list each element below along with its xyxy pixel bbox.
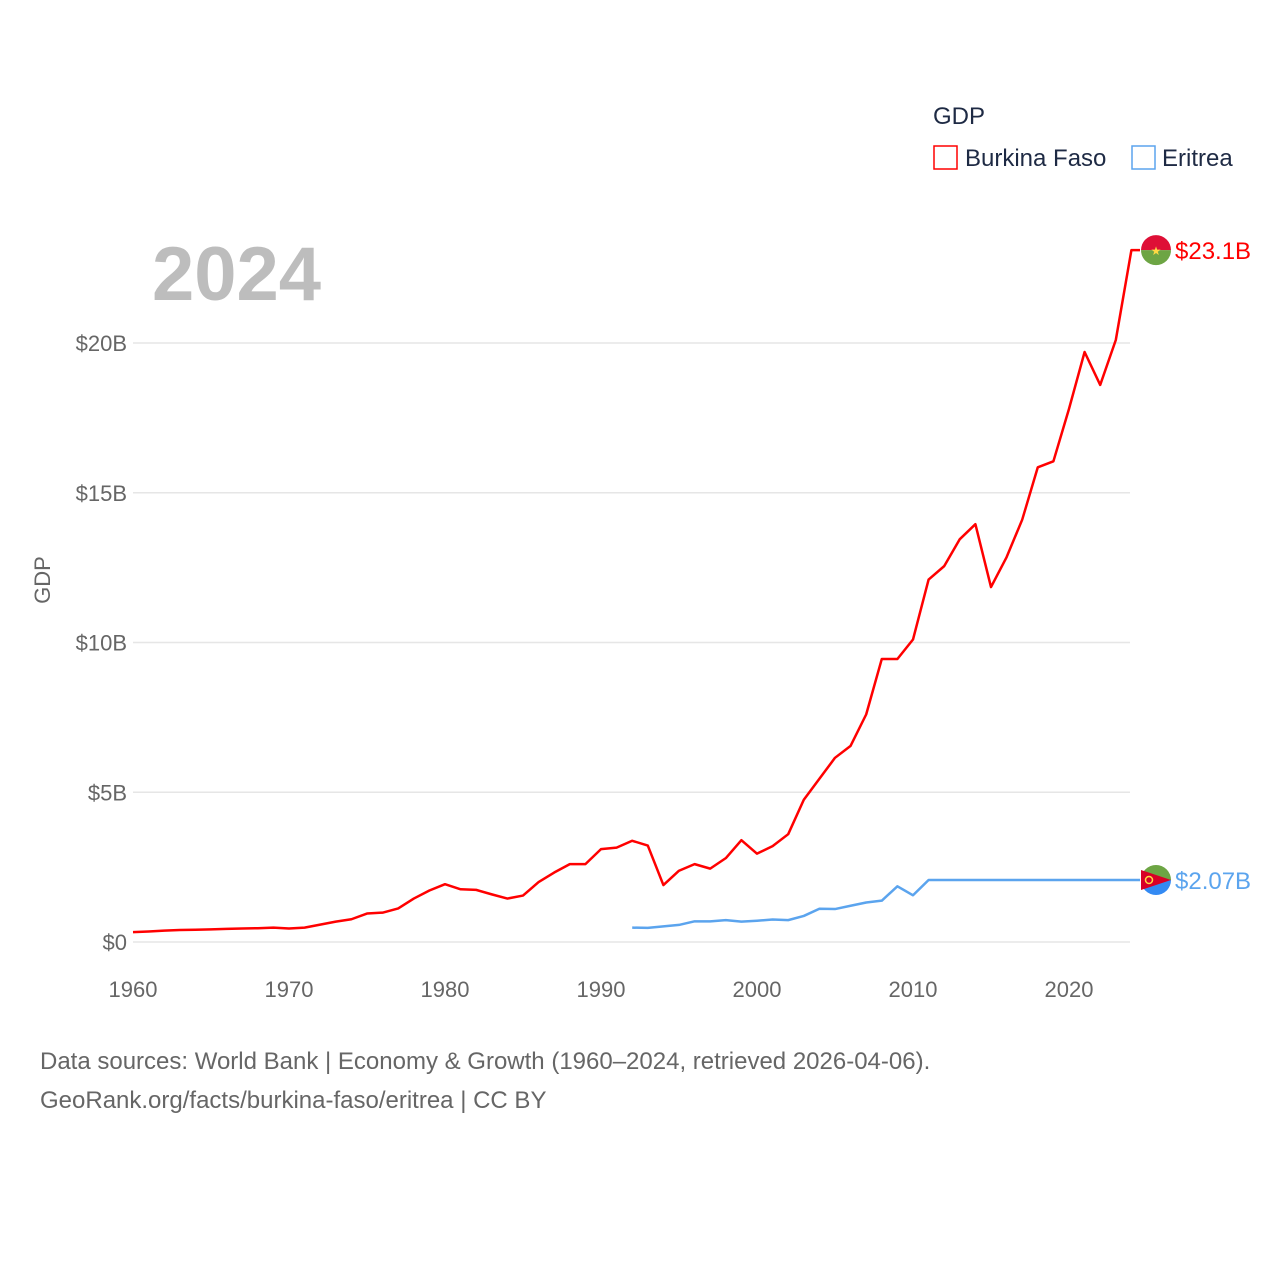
legend: GDP Burkina Faso Eritrea [933, 103, 1233, 172]
flag-red-triangle [1141, 870, 1171, 891]
flag-icon-eritrea [1141, 865, 1171, 896]
x-tick-label: 1960 [109, 977, 158, 1002]
source-line-1: Data sources: World Bank | Economy & Gro… [40, 1048, 930, 1075]
y-tick-label: $20B [76, 331, 127, 356]
x-tick-label: 2020 [1045, 977, 1094, 1002]
legend-item-burkina-faso[interactable]: Burkina Faso [933, 145, 1106, 172]
x-tick-label: 1970 [265, 977, 314, 1002]
flag-emblem [1144, 875, 1154, 885]
legend-title: GDP [933, 103, 985, 130]
legend-item-eritrea[interactable]: Eritrea [1131, 145, 1233, 172]
series-line-burkina-faso [132, 248, 1140, 934]
flag-icon-burkina-faso: ★ [1141, 235, 1171, 266]
legend-label-eritrea: Eritrea [1162, 145, 1233, 172]
legend-swatch-burkina-faso [933, 145, 958, 170]
x-tick-label: 2010 [889, 977, 938, 1002]
y-axis: $0 $5B $10B $15B $20B [76, 331, 127, 955]
x-axis: 1960 1970 1980 1990 2000 2010 2020 [109, 977, 1094, 1002]
x-tick-label: 2000 [733, 977, 782, 1002]
end-value-label-eritrea: $2.07B [1175, 868, 1251, 895]
x-tick-label: 1990 [577, 977, 626, 1002]
y-tick-label: $15B [76, 481, 127, 506]
legend-swatch-eritrea [1131, 145, 1156, 170]
series-lines [132, 248, 1140, 934]
flag-red-half [1141, 235, 1171, 251]
flag-star: ★ [1151, 244, 1162, 258]
grid-lines [133, 342, 1130, 943]
x-tick-label: 1980 [421, 977, 470, 1002]
y-axis-label: GDP [30, 556, 55, 604]
y-tick-label: $10B [76, 631, 127, 656]
y-tick-label: $0 [103, 930, 127, 955]
series-line-eritrea [632, 878, 1140, 930]
end-labels: ★ $23.1B $2.07B [1141, 235, 1251, 896]
end-value-label-burkina-faso: $23.1B [1175, 238, 1251, 265]
source-line-2: GeoRank.org/facts/burkina-faso/eritrea |… [40, 1087, 546, 1114]
legend-label-burkina-faso: Burkina Faso [965, 145, 1106, 172]
y-tick-label: $5B [88, 780, 127, 805]
year-watermark: 2024 [152, 232, 321, 317]
flag-green-half [1141, 250, 1171, 266]
